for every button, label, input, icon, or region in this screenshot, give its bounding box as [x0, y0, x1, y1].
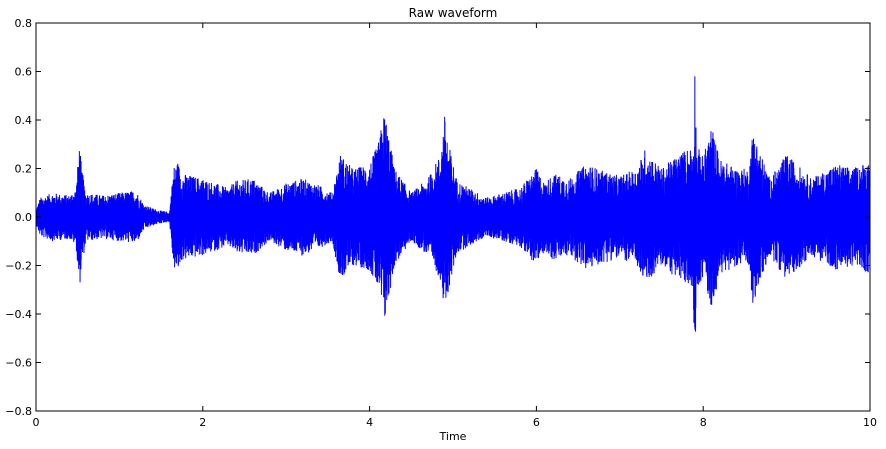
y-tick-label: −0.6	[5, 357, 32, 370]
plot-area	[35, 22, 871, 412]
x-tick-label: 2	[199, 416, 206, 429]
axis-ticks: 0 2 4 6 8 10 −0.8 −0.6 −0.4 −0.2 0.0 0.2 0.4 0.6 0.8	[5, 17, 877, 429]
y-tick-label: −0.4	[5, 308, 32, 321]
y-tick-label: 0.4	[15, 114, 33, 127]
y-tick-label: 0.0	[15, 211, 33, 224]
x-axis-label: Time	[439, 430, 467, 443]
y-tick-label: −0.8	[5, 405, 32, 418]
y-tick-label: 0.8	[15, 17, 33, 30]
x-tick-label: 6	[533, 416, 540, 429]
chart-title: Raw waveform	[409, 6, 498, 20]
x-tick-label: 0	[33, 416, 40, 429]
x-tick-label: 10	[863, 416, 877, 429]
x-tick-label: 4	[366, 416, 373, 429]
y-tick-label: −0.2	[5, 260, 32, 273]
y-tick-label: 0.6	[15, 66, 33, 79]
waveform-series-line	[35, 76, 871, 332]
y-tick-label: 0.2	[15, 163, 33, 176]
x-tick-label: 8	[700, 416, 707, 429]
